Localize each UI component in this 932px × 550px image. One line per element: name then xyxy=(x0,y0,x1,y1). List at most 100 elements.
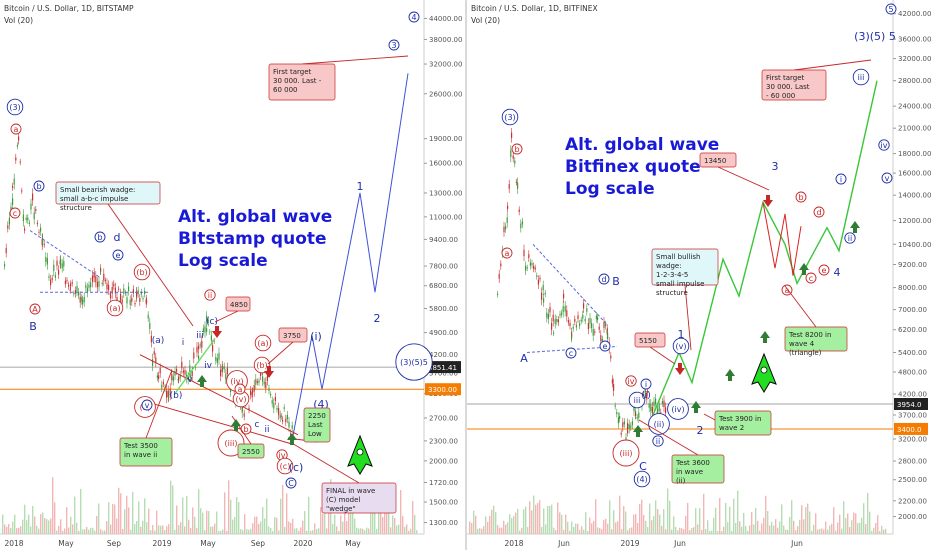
volume-bar xyxy=(647,526,649,534)
wave-label: (ii) xyxy=(654,420,665,429)
callout-text: structure xyxy=(656,289,688,297)
chart-panel-bitstamp[interactable]: Bitcoin / U.S. Dollar, 1D, BITSTAMP Vol … xyxy=(0,0,466,550)
wave-label: 1 xyxy=(678,328,685,341)
candle-body xyxy=(613,383,615,391)
overlay-title-line: Log scale xyxy=(178,251,268,271)
volume-bar xyxy=(146,522,148,534)
volume-bar xyxy=(38,528,40,534)
volume-bar xyxy=(885,528,887,534)
wave-label: (iv) xyxy=(230,377,243,386)
volume-bar xyxy=(479,528,481,534)
volume-bar xyxy=(8,523,10,534)
candle-body xyxy=(648,403,650,408)
wave-label: (3)(5)5 xyxy=(400,358,428,367)
candle-body xyxy=(574,318,576,322)
wave-label-ring xyxy=(640,378,652,390)
volume-bar xyxy=(817,529,819,534)
volume-bar xyxy=(573,527,575,534)
callout-pointer xyxy=(649,346,676,365)
candle-body xyxy=(86,287,88,293)
volume-bar xyxy=(797,526,799,534)
candle-body xyxy=(104,279,106,282)
volume-bar xyxy=(24,504,26,534)
volume-bar xyxy=(681,528,683,534)
volume-bar xyxy=(473,510,475,534)
volume-bar xyxy=(166,526,168,534)
volume-bar xyxy=(809,511,811,534)
callout-text: 4850 xyxy=(230,301,248,309)
wave-label-ring xyxy=(612,439,640,467)
callout-text: in wave ii xyxy=(124,451,157,459)
candle-body xyxy=(171,374,173,381)
volume-bar xyxy=(469,521,471,534)
candle-body xyxy=(285,418,287,423)
candle-body xyxy=(589,317,591,324)
candle-body xyxy=(106,283,108,290)
wave-label: (c) xyxy=(280,462,291,471)
overlay-title-line: Alt. global wave xyxy=(565,135,719,155)
chart-svg-bitstamp[interactable]: 44000.0038000.0032000.0026000.0019000.00… xyxy=(0,0,466,550)
candle-body xyxy=(633,405,635,412)
price-tick-label: 2200.00 xyxy=(898,497,927,505)
callout-pointer xyxy=(793,59,872,71)
volume-bar xyxy=(266,498,268,534)
callout-pointer xyxy=(717,166,770,191)
volume-bar xyxy=(376,529,378,534)
time-tick-label: 2018 xyxy=(504,539,523,548)
volume-bar xyxy=(172,485,174,534)
wave-label: (iii) xyxy=(620,449,633,458)
wave-label: ii xyxy=(264,425,269,435)
callout-text: 5150 xyxy=(639,337,657,345)
price-tick-label: 4200.00 xyxy=(429,351,458,359)
candle-body xyxy=(113,283,115,287)
volume-bar xyxy=(268,526,270,534)
arrow-up-icon xyxy=(287,433,297,445)
volume-bar xyxy=(244,514,246,534)
candle-body xyxy=(591,323,593,329)
volume-bar xyxy=(346,521,348,534)
candle-body xyxy=(553,332,555,334)
volume-bar xyxy=(663,509,665,534)
volume-bar xyxy=(290,522,292,534)
volume-bar xyxy=(481,528,483,534)
volume-bar xyxy=(34,516,36,534)
candle-body xyxy=(622,422,624,428)
candle-body xyxy=(556,318,558,322)
candle-body xyxy=(190,375,192,378)
volume-bar xyxy=(819,528,821,534)
candle-body xyxy=(132,289,134,294)
volume-bar xyxy=(220,530,222,534)
volume-bar xyxy=(238,502,240,534)
volume-bar xyxy=(320,507,322,534)
volume-bar xyxy=(236,497,238,534)
candle-body xyxy=(111,286,113,294)
candle-body xyxy=(503,226,505,233)
wave-label: c xyxy=(255,420,260,430)
candle-body xyxy=(155,357,157,363)
volume-bar xyxy=(747,530,749,534)
candle-body xyxy=(512,155,514,159)
volume-bar xyxy=(691,528,693,534)
level-price-label: 3300.00 xyxy=(428,386,457,394)
volume-bar xyxy=(282,484,284,534)
price-tick-label: 4900.00 xyxy=(429,329,458,337)
volume-bar xyxy=(404,526,406,534)
volume-bar xyxy=(493,505,495,534)
volume-bar xyxy=(14,514,16,534)
candle-body xyxy=(619,416,621,419)
candle-body xyxy=(518,209,520,213)
price-tick-label: 7000.00 xyxy=(898,306,927,314)
callout-box xyxy=(55,181,161,205)
volume-bar xyxy=(667,488,669,534)
callout-box xyxy=(237,443,265,459)
callout-text: "wedge" xyxy=(326,505,356,513)
price-tick-label: 1720.00 xyxy=(429,479,458,487)
candle-body xyxy=(5,248,7,254)
volume-bar xyxy=(527,527,529,534)
price-tick-label: 32000.00 xyxy=(429,61,462,69)
callout-text: (ii) xyxy=(676,477,686,485)
volume-bar xyxy=(36,525,38,534)
chart-svg-bitfinex[interactable]: 42000.0036000.0032000.0028000.0024000.00… xyxy=(467,0,932,550)
price-tick-label: 24000.00 xyxy=(898,103,931,111)
chart-panel-bitfinex[interactable]: Bitcoin / U.S. Dollar, 1D, BITFINEX Vol … xyxy=(467,0,932,550)
